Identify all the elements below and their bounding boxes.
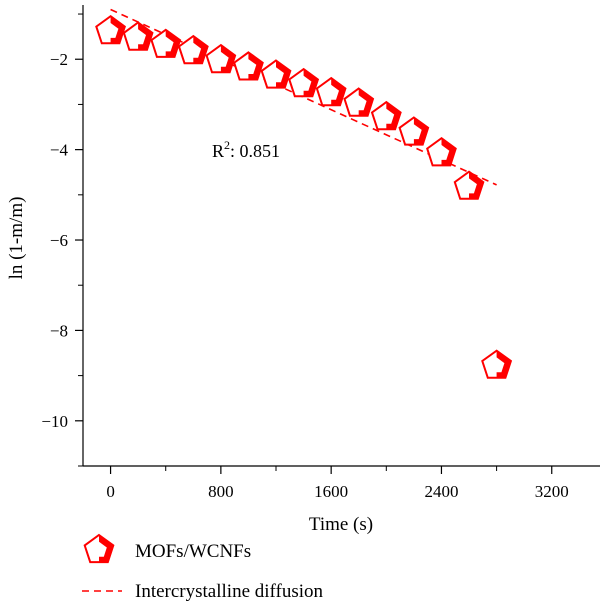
data-point: [398, 116, 430, 146]
legend-label-intercrystalline-diffusion: Intercrystalline diffusion: [135, 581, 324, 602]
x-tick-label: 2400: [424, 482, 458, 501]
y-tick-label: −2: [50, 50, 68, 69]
data-point: [426, 136, 457, 167]
y-tick-label: −10: [41, 412, 68, 431]
y-tick-label: −6: [50, 231, 68, 250]
x-tick-label: 0: [106, 482, 115, 501]
series-layer: [95, 8, 513, 379]
data-point: [95, 14, 126, 45]
data-point: [150, 28, 182, 58]
r-squared-superscript: 2: [224, 138, 230, 152]
data-point: [122, 21, 154, 51]
axes-layer: 0 800 1600 2400 3200 −2 −4 −6 −8 −10: [41, 5, 600, 501]
r-squared-annotation: R2: 0.851: [212, 138, 280, 161]
data-point: [481, 349, 513, 379]
data-point: [453, 170, 485, 200]
legend: MOFs/WCNFs Intercrystalline diffusion: [82, 533, 324, 602]
y-axis-title: ln (1-m/m): [6, 197, 27, 280]
x-axis-title: Time (s): [309, 514, 373, 535]
data-point: [233, 51, 264, 81]
data-point: [288, 67, 320, 98]
x-tick-label: 3200: [535, 482, 569, 501]
data-point: [370, 100, 402, 131]
data-point: [205, 43, 237, 74]
data-point: [343, 87, 375, 117]
x-tick-label: 1600: [314, 482, 348, 501]
y-tick-label: −4: [50, 141, 69, 160]
data-point: [177, 34, 209, 65]
y-tick-label: −8: [50, 321, 68, 340]
legend-marker-pentagon-icon: [83, 533, 115, 564]
data-point: [260, 59, 292, 89]
x-tick-label: 800: [208, 482, 234, 501]
data-point: [315, 76, 347, 107]
legend-label-mofs-wcnfs: MOFs/WCNFs: [135, 541, 251, 562]
legend-marker-mofs-wcnfs: [83, 533, 115, 564]
